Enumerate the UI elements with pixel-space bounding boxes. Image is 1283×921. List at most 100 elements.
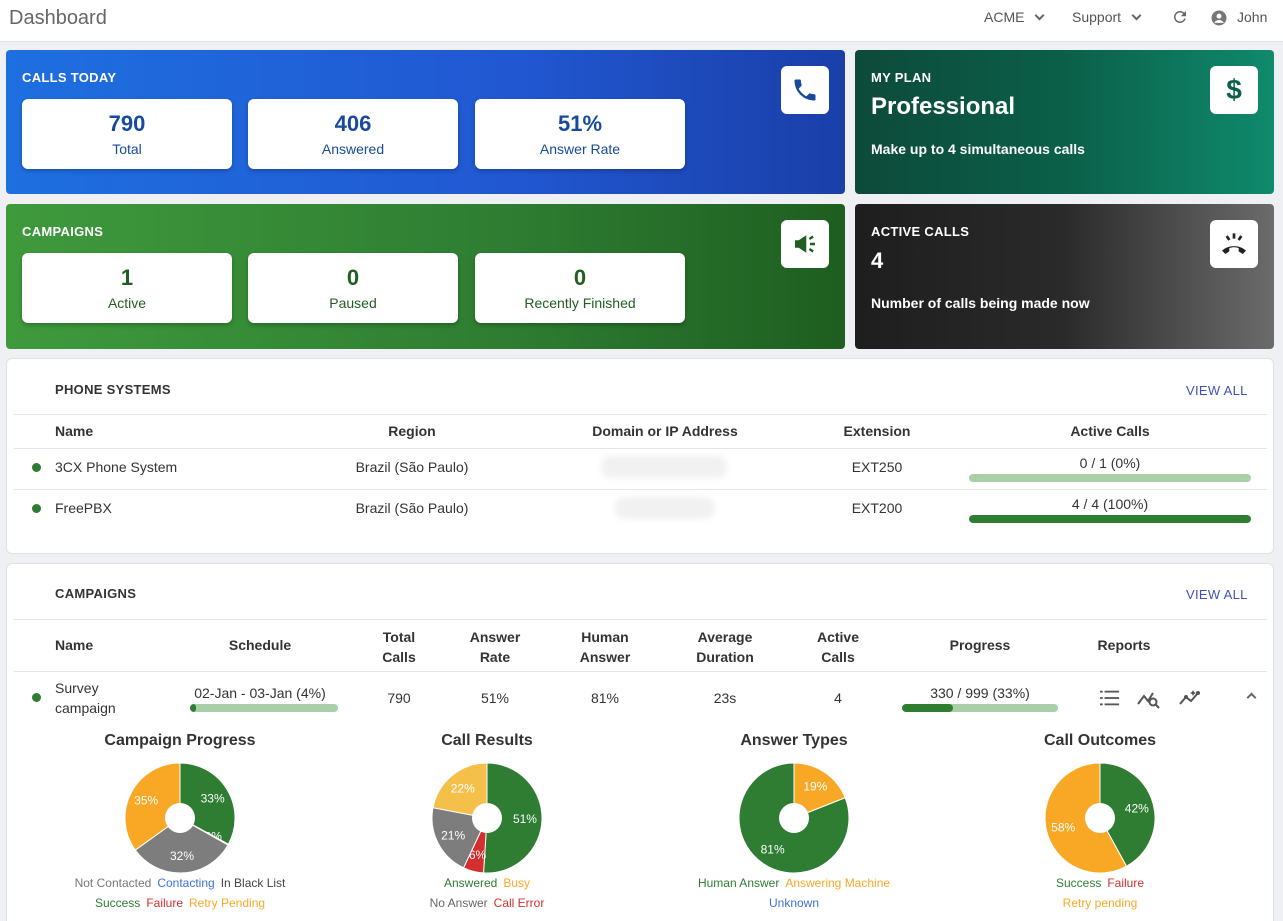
campaign-active-calls: 4 [834, 690, 842, 706]
pie-chart: 33%0%32%35% [124, 762, 236, 874]
pie-hole [472, 803, 502, 833]
pie-slice[interactable] [793, 762, 846, 819]
system-extension: EXT200 [851, 500, 903, 516]
system-region: Brazil (São Paulo) [355, 500, 469, 516]
active-calls-count: 4 [871, 248, 884, 273]
divider [14, 448, 1267, 449]
active-calls-description: Number of calls being made now [871, 295, 1090, 311]
legend-item[interactable]: Answered [443, 876, 498, 890]
campaign-name[interactable]: Survey campaign [55, 680, 116, 716]
legend-item[interactable]: Not Contacted [74, 876, 152, 890]
legend-item[interactable]: Busy [503, 876, 531, 890]
query-stats-icon[interactable] [1137, 688, 1161, 710]
campaign-progress-bar-fill [902, 704, 954, 712]
campaign-total: 790 [387, 690, 411, 706]
list-report-icon[interactable] [1099, 688, 1121, 708]
col-average-duration[interactable]: Average Duration [696, 629, 754, 665]
pie-slice-label: 51% [513, 812, 537, 826]
col-human-answer[interactable]: Human Answer [579, 629, 631, 665]
pie-hole [779, 803, 809, 833]
user-name[interactable]: John [1237, 9, 1268, 25]
stat-answered: 406 Answered [248, 99, 458, 169]
campaigns-panel: CAMPAIGNS VIEW ALL Name Schedule Total Ca… [6, 563, 1274, 921]
my-plan-title: MY PLAN [871, 70, 932, 85]
dollar-icon: $ [1210, 66, 1258, 114]
stat-value: 406 [334, 111, 372, 136]
legend-item[interactable]: Answering Machine [785, 876, 891, 890]
pie-slice-label: 32% [170, 849, 194, 863]
chart-title: Answer Types [740, 732, 848, 749]
col-domain[interactable]: Domain or IP Address [592, 423, 738, 439]
legend-item[interactable]: Unknown [768, 896, 820, 910]
org-label: ACME [984, 9, 1025, 25]
campaigns-title: CAMPAIGNS [55, 586, 137, 601]
pie-slice-label: 81% [761, 842, 785, 856]
chevron-up-icon[interactable] [1246, 692, 1257, 703]
pie-slice[interactable] [1099, 762, 1156, 867]
col-progress[interactable]: Progress [949, 637, 1011, 653]
pie-slice-label: 6% [469, 848, 487, 862]
stat-value: 0 [346, 265, 360, 290]
calls-today-title: CALLS TODAY [22, 70, 117, 85]
legend-item[interactable]: Contacting [157, 876, 215, 890]
pie-slice[interactable] [432, 762, 488, 819]
campaigns-view-all[interactable]: VIEW ALL [1186, 587, 1248, 602]
col-reports[interactable]: Reports [1097, 637, 1151, 653]
insights-icon[interactable] [1178, 688, 1202, 708]
col-active-calls[interactable]: Active Calls [1070, 423, 1150, 439]
page-title: Dashboard [9, 7, 107, 29]
pie-slice[interactable] [483, 762, 543, 874]
pie-slice-label: 19% [803, 780, 827, 794]
col-region[interactable]: Region [388, 423, 436, 439]
campaign-human-answer: 81% [590, 690, 620, 706]
refresh-icon[interactable] [1171, 8, 1189, 26]
account-icon[interactable] [1210, 9, 1228, 27]
chart-legend: Success Failure Retry pending [970, 873, 1230, 913]
stat-value: 790 [108, 111, 146, 136]
stat-answer-rate: 51% Answer Rate [475, 99, 685, 169]
phone-systems-title: PHONE SYSTEMS [55, 382, 171, 397]
stat-value: 0 [573, 265, 587, 290]
campaigns-card-title: CAMPAIGNS [22, 224, 104, 239]
legend-item[interactable]: In Black List [220, 876, 286, 890]
stat-value: 51% [557, 111, 603, 136]
pie-slice[interactable] [124, 762, 181, 851]
col-answer-rate[interactable]: Answer Rate [469, 629, 521, 665]
active-calls-text: 0 / 1 (0%) [1079, 455, 1141, 471]
plan-name: Professional [871, 93, 1016, 120]
org-menu[interactable]: ACME [984, 9, 1045, 25]
phone-systems-panel: PHONE SYSTEMS VIEW ALL Name Region Domai… [6, 358, 1274, 554]
legend-item[interactable]: Retry Pending [189, 896, 266, 910]
pie-slice-label: 33% [201, 792, 225, 806]
col-total-calls[interactable]: Total Calls [382, 629, 416, 665]
col-active-calls[interactable]: Active Calls [816, 629, 860, 665]
stat-label: Answer Rate [539, 141, 621, 157]
legend-item[interactable]: Failure [146, 896, 183, 910]
support-label: Support [1072, 9, 1122, 25]
divider [14, 671, 1267, 672]
stat-label: Total [112, 141, 142, 157]
schedule-bar-fill [190, 704, 196, 712]
legend-item[interactable]: Success [94, 896, 141, 910]
megaphone-icon [781, 220, 829, 268]
legend-item[interactable]: Success [1055, 876, 1102, 890]
col-name[interactable]: Name [55, 637, 94, 653]
col-schedule[interactable]: Schedule [228, 637, 292, 653]
col-extension[interactable]: Extension [843, 423, 911, 439]
legend-item[interactable]: Human Answer [697, 876, 780, 890]
col-name[interactable]: Name [55, 423, 94, 439]
status-dot [32, 693, 41, 702]
my-plan-card: MY PLAN Professional Make up to 4 simult… [855, 50, 1274, 194]
legend-item[interactable]: Retry pending [1062, 896, 1138, 910]
system-extension: EXT250 [851, 459, 903, 475]
phone-systems-view-all[interactable]: VIEW ALL [1186, 383, 1248, 398]
redacted-address [601, 456, 727, 478]
legend-item[interactable]: Failure [1107, 876, 1145, 890]
divider [14, 414, 1267, 415]
pie-slice[interactable] [134, 817, 229, 874]
legend-item[interactable]: No Answer [429, 896, 488, 910]
legend-item[interactable]: Call Error [493, 896, 545, 910]
support-menu[interactable]: Support [1072, 9, 1142, 25]
stat-total: 790 Total [22, 99, 232, 169]
campaign-schedule: 02-Jan - 03-Jan (4%) [194, 685, 326, 701]
